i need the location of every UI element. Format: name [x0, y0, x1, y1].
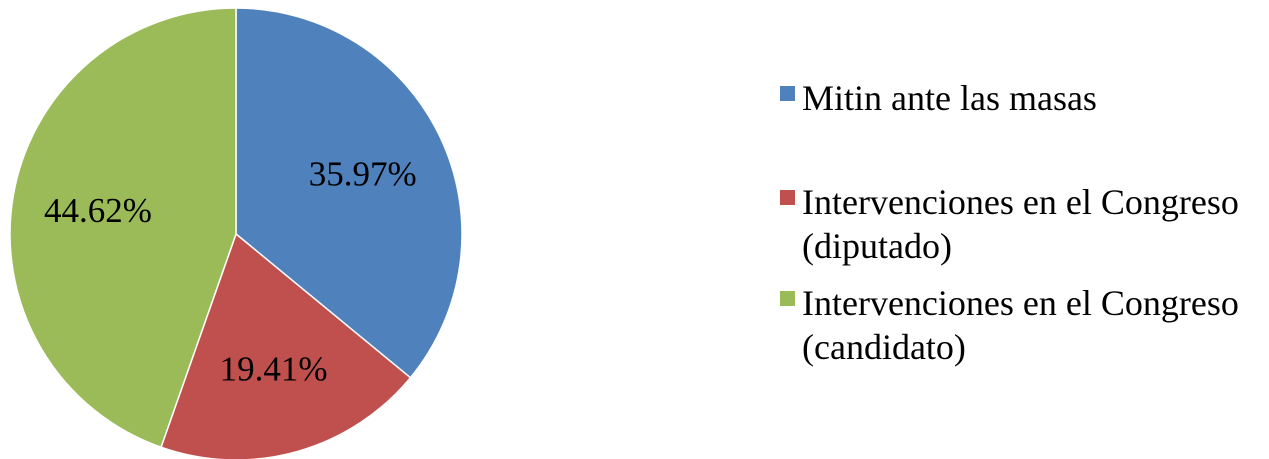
- legend-label: Intervenciones en el Congreso: [802, 182, 1239, 222]
- legend-swatch: [780, 291, 795, 306]
- legend-swatch: [780, 86, 795, 101]
- pie-slice-labels: 35.97% 19.41% 44.62%: [44, 155, 417, 389]
- pie-slice-value-label: 19.41%: [220, 350, 328, 389]
- legend-item: Mitin ante las masas: [780, 78, 1097, 118]
- legend-label: Intervenciones en el Congreso: [802, 283, 1239, 323]
- legend-label: (candidato): [802, 327, 966, 367]
- pie-slice-intervenciones-en-el-congreso-diputado: [160, 232, 412, 459]
- pie-slices: [9, 7, 463, 459]
- legend: Mitin ante las masas Intervenciones en el…: [780, 78, 1239, 367]
- legend-label: Mitin ante las masas: [802, 78, 1097, 118]
- legend-label: (diputado): [802, 226, 952, 266]
- legend-swatch: [780, 190, 795, 205]
- legend-item: Intervenciones en el Congreso(candidato): [780, 283, 1239, 367]
- legend-item: Intervenciones en el Congreso(diputado): [780, 182, 1239, 266]
- pie-slice-mitin-ante-las-masas: [235, 7, 463, 379]
- pie-slice-value-label: 35.97%: [309, 155, 417, 194]
- pie-slice-intervenciones-en-el-congreso-candidato: [9, 7, 237, 449]
- pie-slice-value-label: 44.62%: [44, 191, 152, 230]
